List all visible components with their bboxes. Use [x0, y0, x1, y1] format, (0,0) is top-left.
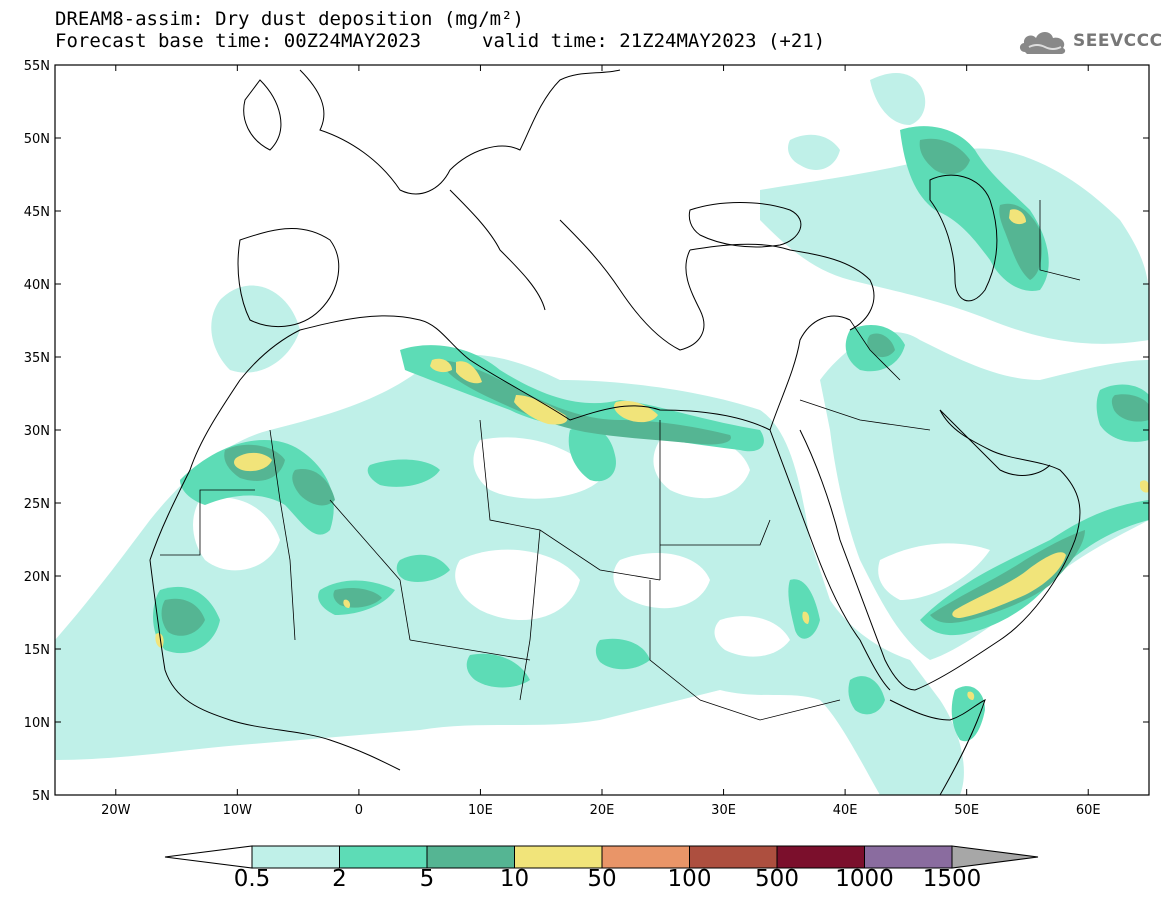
lon-tick-label: 50E: [954, 803, 979, 818]
colorbar-swatch: [864, 845, 953, 869]
colorbar-over-arrow: [951, 845, 1039, 869]
colorbar-label: 10: [499, 866, 530, 892]
country-borders: [160, 200, 1081, 721]
lon-tick-label: 0: [355, 803, 363, 818]
lon-tick-label: 20E: [590, 803, 615, 818]
valid-time: valid time: 21Z24MAY2023 (+21): [482, 30, 826, 52]
lat-tick-label: 25N: [24, 497, 50, 512]
colorbar-swatch: [601, 845, 690, 869]
colorbar: [164, 845, 1039, 869]
colorbar-label: 5: [419, 866, 435, 892]
colorbar-label: 500: [755, 866, 799, 892]
lat-tick-label: 50N: [24, 132, 50, 147]
forecast-base-time: Forecast base time: 00Z24MAY2023: [55, 30, 422, 52]
seevccc-logo: SEEVCCC: [1017, 22, 1162, 62]
lat-tick-label: 45N: [24, 205, 50, 220]
lon-tick-label: 20W: [101, 803, 131, 818]
deposition-shading: [55, 73, 1149, 795]
lat-tick-label: 40N: [24, 278, 50, 293]
colorbar-swatch: [689, 845, 778, 869]
colorbar-swatch: [514, 845, 603, 869]
lat-tick-label: 30N: [24, 424, 50, 439]
lon-tick-label: 30E: [711, 803, 736, 818]
colorbar-label: 1000: [835, 866, 894, 892]
logo-text: SEEVCCC: [1073, 31, 1163, 51]
lat-tick-label: 20N: [24, 570, 50, 585]
colorbar-swatch: [776, 845, 865, 869]
colorbar-label: 0.5: [233, 866, 271, 892]
shading-10-to-50: [155, 209, 1149, 700]
lat-tick-label: 5N: [32, 789, 50, 804]
colorbar-swatch: [251, 845, 340, 869]
axis-ticks: 20W 10W 0 10E 20E 30E 40E 50E 60E 55N 50N 45N 40N 35N…: [24, 59, 1149, 818]
lon-tick-label: 60E: [1076, 803, 1101, 818]
lat-tick-label: 35N: [24, 351, 50, 366]
lon-tick-label: 10E: [468, 803, 493, 818]
coastlines: [149, 69, 1081, 795]
colorbar-swatch: [426, 845, 515, 869]
colorbar-label: 100: [667, 866, 712, 892]
colorbar-label: 2: [332, 866, 347, 892]
colorbar-under-arrow: [164, 845, 253, 869]
lat-tick-label: 10N: [24, 716, 50, 731]
map-title: DREAM8-assim: Dry dust deposition (mg/m²…: [55, 8, 524, 30]
shading-gaps: [193, 436, 990, 657]
lat-tick-label: 55N: [24, 59, 50, 74]
colorbar-label: 1500: [922, 866, 982, 892]
lon-tick-label: 40E: [833, 803, 858, 818]
cloud-icon: [1019, 32, 1066, 54]
colorbar-swatch: [339, 845, 428, 869]
lon-tick-label: 10W: [223, 803, 253, 818]
colorbar-label: 50: [587, 866, 617, 892]
shading-5-to-10: [161, 138, 1149, 636]
lat-tick-label: 15N: [24, 643, 50, 658]
